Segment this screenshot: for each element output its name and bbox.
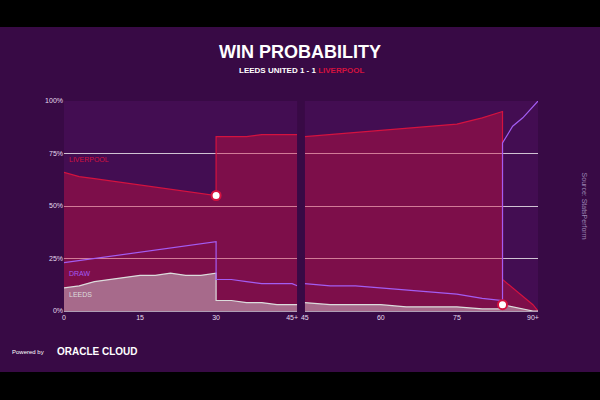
svg-text:25%: 25% bbox=[49, 255, 63, 262]
svg-text:LEEDS: LEEDS bbox=[69, 291, 92, 298]
svg-text:60: 60 bbox=[377, 314, 385, 321]
svg-text:100%: 100% bbox=[45, 97, 63, 104]
svg-text:0%: 0% bbox=[53, 307, 63, 314]
svg-text:90+: 90+ bbox=[527, 314, 539, 321]
svg-text:WIN PROBABILITY: WIN PROBABILITY bbox=[219, 42, 381, 62]
svg-text:Powered by: Powered by bbox=[12, 349, 44, 355]
svg-text:75%: 75% bbox=[49, 150, 63, 157]
svg-text:0: 0 bbox=[62, 314, 66, 321]
svg-text:Source: StatsPerform: Source: StatsPerform bbox=[581, 173, 588, 240]
svg-text:DRAW: DRAW bbox=[69, 270, 91, 277]
svg-text:45: 45 bbox=[301, 314, 309, 321]
svg-text:LIVERPOOL: LIVERPOOL bbox=[69, 156, 109, 163]
svg-text:15: 15 bbox=[136, 314, 144, 321]
svg-text:30: 30 bbox=[212, 314, 220, 321]
svg-text:LEEDS UNITED 1 - 1 LIVERPOOL: LEEDS UNITED 1 - 1 LIVERPOOL bbox=[239, 66, 364, 75]
svg-text:ORACLE CLOUD: ORACLE CLOUD bbox=[57, 346, 138, 357]
svg-text:45+: 45+ bbox=[286, 314, 298, 321]
svg-text:50%: 50% bbox=[49, 202, 63, 209]
svg-text:75: 75 bbox=[453, 314, 461, 321]
